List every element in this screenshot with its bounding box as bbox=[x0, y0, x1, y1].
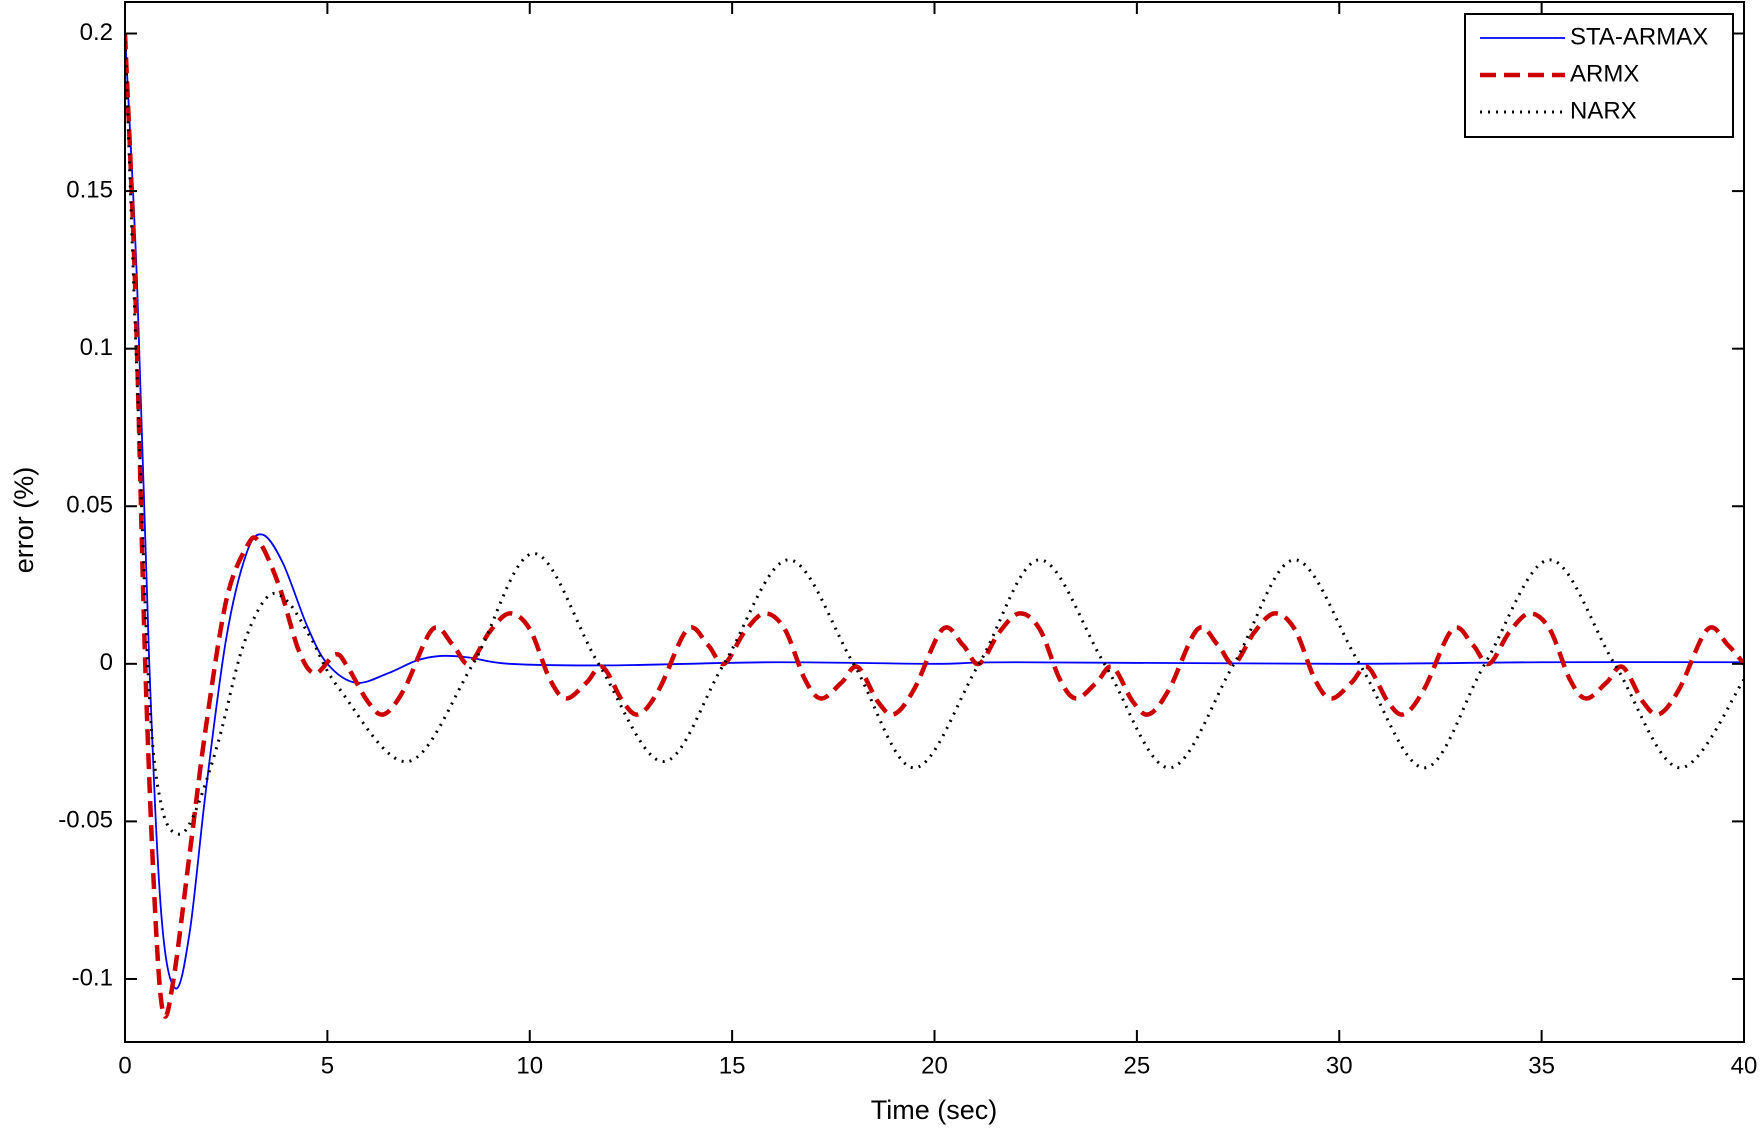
legend-label: ARMX bbox=[1570, 60, 1639, 87]
x-tick-label: 0 bbox=[118, 1052, 131, 1079]
y-tick-label: 0 bbox=[100, 649, 113, 676]
x-tick-label: 30 bbox=[1326, 1052, 1353, 1079]
legend: STA-ARMAX ARMX NARX bbox=[1464, 13, 1734, 138]
y-tick-label: 0.15 bbox=[66, 176, 113, 203]
y-axis-title: error (%) bbox=[9, 467, 39, 574]
series-line bbox=[125, 33, 1744, 990]
y-tick-label: 0.2 bbox=[80, 19, 113, 46]
x-tick-label: 15 bbox=[719, 1052, 746, 1079]
legend-label: NARX bbox=[1570, 97, 1637, 124]
x-tick-label: 20 bbox=[921, 1052, 948, 1079]
series-group bbox=[125, 33, 1744, 1019]
x-tick-label: 40 bbox=[1731, 1052, 1758, 1079]
y-tick-label: 0.05 bbox=[66, 492, 113, 519]
y-tick-label: -0.05 bbox=[58, 807, 113, 834]
x-tick-label: 25 bbox=[1124, 1052, 1151, 1079]
legend-label: STA-ARMAX bbox=[1570, 23, 1708, 50]
x-tick-label: 35 bbox=[1528, 1052, 1555, 1079]
series-line bbox=[125, 33, 1744, 1019]
y-tick-label: -0.1 bbox=[72, 964, 113, 991]
x-axis-title: Time (sec) bbox=[871, 1095, 998, 1125]
x-tick-label: 5 bbox=[321, 1052, 334, 1079]
x-tick-label: 10 bbox=[516, 1052, 543, 1079]
series-line bbox=[125, 33, 1744, 836]
y-tick-label: 0.1 bbox=[80, 334, 113, 361]
